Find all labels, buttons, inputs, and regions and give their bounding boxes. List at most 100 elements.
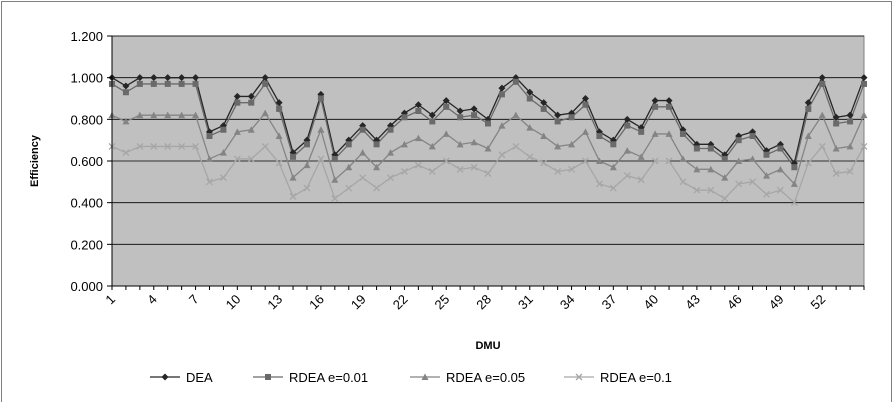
data-point <box>833 120 840 127</box>
data-point <box>150 80 157 87</box>
x-tick-label: 19 <box>348 292 369 313</box>
data-point <box>707 145 714 152</box>
data-point <box>818 111 826 119</box>
data-point <box>652 103 659 110</box>
data-point <box>861 80 867 87</box>
data-point <box>206 178 213 186</box>
data-point <box>749 133 756 139</box>
data-point <box>289 192 297 200</box>
data-point <box>651 97 659 105</box>
data-point <box>150 111 158 119</box>
data-point <box>303 141 310 148</box>
data-point <box>860 142 868 150</box>
data-point <box>178 142 186 150</box>
data-point <box>442 157 450 165</box>
data-point <box>401 114 408 121</box>
data-point <box>595 180 603 188</box>
data-point <box>261 74 269 82</box>
data-point <box>289 174 297 181</box>
x-tick-label: 1 <box>102 292 118 308</box>
data-point <box>206 133 213 139</box>
data-point <box>345 163 353 171</box>
data-point <box>164 74 172 82</box>
data-point <box>359 126 366 133</box>
data-point <box>428 111 436 119</box>
data-point <box>192 74 200 82</box>
data-point <box>512 142 520 150</box>
data-point <box>791 164 798 171</box>
x-tick-label: 43 <box>682 292 703 313</box>
data-point <box>581 95 589 102</box>
data-point <box>331 155 338 162</box>
data-point <box>442 130 450 137</box>
data-point <box>776 186 784 194</box>
data-point <box>623 115 631 123</box>
x-tick-label: 10 <box>223 292 244 313</box>
data-point <box>373 141 380 148</box>
x-tick-label: 7 <box>186 292 202 308</box>
legend: DEA RDEA e=0.01 RDEA e=0.05 RDEA e=0.1 <box>150 370 672 385</box>
data-point <box>554 111 562 119</box>
data-point <box>192 142 200 150</box>
data-point <box>150 74 158 82</box>
data-point <box>679 130 686 137</box>
data-point <box>624 122 631 129</box>
data-point <box>331 195 339 202</box>
data-point <box>275 99 283 107</box>
data-point <box>568 114 575 121</box>
x-tick-label: 52 <box>808 292 829 313</box>
data-point <box>847 118 854 125</box>
data-point <box>247 155 255 163</box>
data-point <box>804 132 812 139</box>
data-point <box>735 157 743 164</box>
data-point <box>220 126 227 133</box>
data-point <box>582 157 589 165</box>
data-point <box>804 159 812 167</box>
data-point <box>665 157 673 165</box>
data-point <box>832 113 840 121</box>
data-point <box>666 103 673 110</box>
data-point <box>122 89 129 96</box>
x-tick-label: 25 <box>432 292 453 313</box>
data-point <box>805 105 812 112</box>
data-point <box>442 97 450 105</box>
data-point <box>832 145 840 152</box>
data-point <box>707 186 715 194</box>
y-tick-label: 1.000 <box>70 71 103 86</box>
y-tick-label: 0.400 <box>70 196 103 211</box>
data-point <box>178 74 186 82</box>
data-point <box>637 176 645 184</box>
data-point <box>317 95 324 102</box>
x-tick-label: 16 <box>306 292 327 313</box>
y-tick-label: 0.000 <box>70 279 103 294</box>
data-point <box>261 142 269 150</box>
data-point <box>373 184 381 192</box>
data-point <box>233 128 241 135</box>
data-point <box>219 174 227 182</box>
data-point <box>428 167 436 175</box>
data-point <box>303 184 311 192</box>
data-point <box>150 142 158 150</box>
data-point <box>233 155 241 163</box>
data-point <box>387 126 394 133</box>
data-point <box>860 111 868 119</box>
data-point <box>429 118 436 125</box>
data-point <box>192 111 200 119</box>
x-tick-label: 49 <box>766 292 787 313</box>
data-point <box>679 155 687 162</box>
data-point <box>735 180 743 188</box>
data-point <box>234 99 241 106</box>
data-point <box>331 176 339 183</box>
data-point <box>707 165 715 173</box>
data-point <box>777 145 784 152</box>
data-point <box>609 184 617 192</box>
data-point <box>554 142 562 150</box>
data-point <box>261 109 269 117</box>
data-point <box>400 140 408 148</box>
data-point <box>568 140 576 148</box>
data-point <box>554 118 561 125</box>
data-point <box>275 132 283 139</box>
data-point <box>317 155 325 163</box>
data-point <box>456 107 464 115</box>
data-point <box>595 157 603 164</box>
